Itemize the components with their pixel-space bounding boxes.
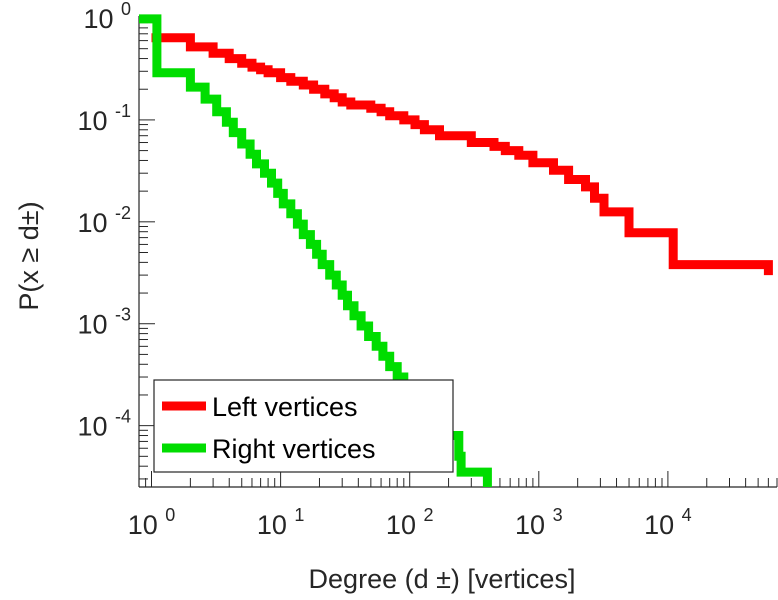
- legend-box: [153, 379, 454, 473]
- x-tick-label: 10 3: [515, 505, 563, 540]
- x-tick-label: 10 1: [257, 505, 305, 540]
- series-line-left: [151, 33, 773, 276]
- legend-label-right: Right vertices: [212, 434, 376, 464]
- x-tick-label: 10 0: [128, 505, 176, 540]
- x-tick-label: 10 4: [644, 505, 692, 540]
- y-tick-label: 10 -3: [77, 305, 131, 340]
- x-axis-label: Degree (d ±) [vertices]: [309, 564, 576, 594]
- axes-layer: 10 0 10 1 10 2 10 3 10 4 10 0 10 -1 10 -2 10 -3 1…: [77, 0, 778, 540]
- y-axis-label: P(x ≥ d±): [14, 201, 44, 310]
- y-tick-label: 10 -4: [77, 407, 131, 442]
- y-tick-label: 10 -1: [77, 101, 131, 136]
- legend: Left vertices Right vertices: [153, 379, 454, 473]
- y-tick-label: 10 -2: [77, 203, 131, 238]
- x-tick-label: 10 2: [386, 505, 434, 540]
- y-tick-label: 10 0: [83, 0, 131, 34]
- legend-label-left: Left vertices: [212, 392, 358, 422]
